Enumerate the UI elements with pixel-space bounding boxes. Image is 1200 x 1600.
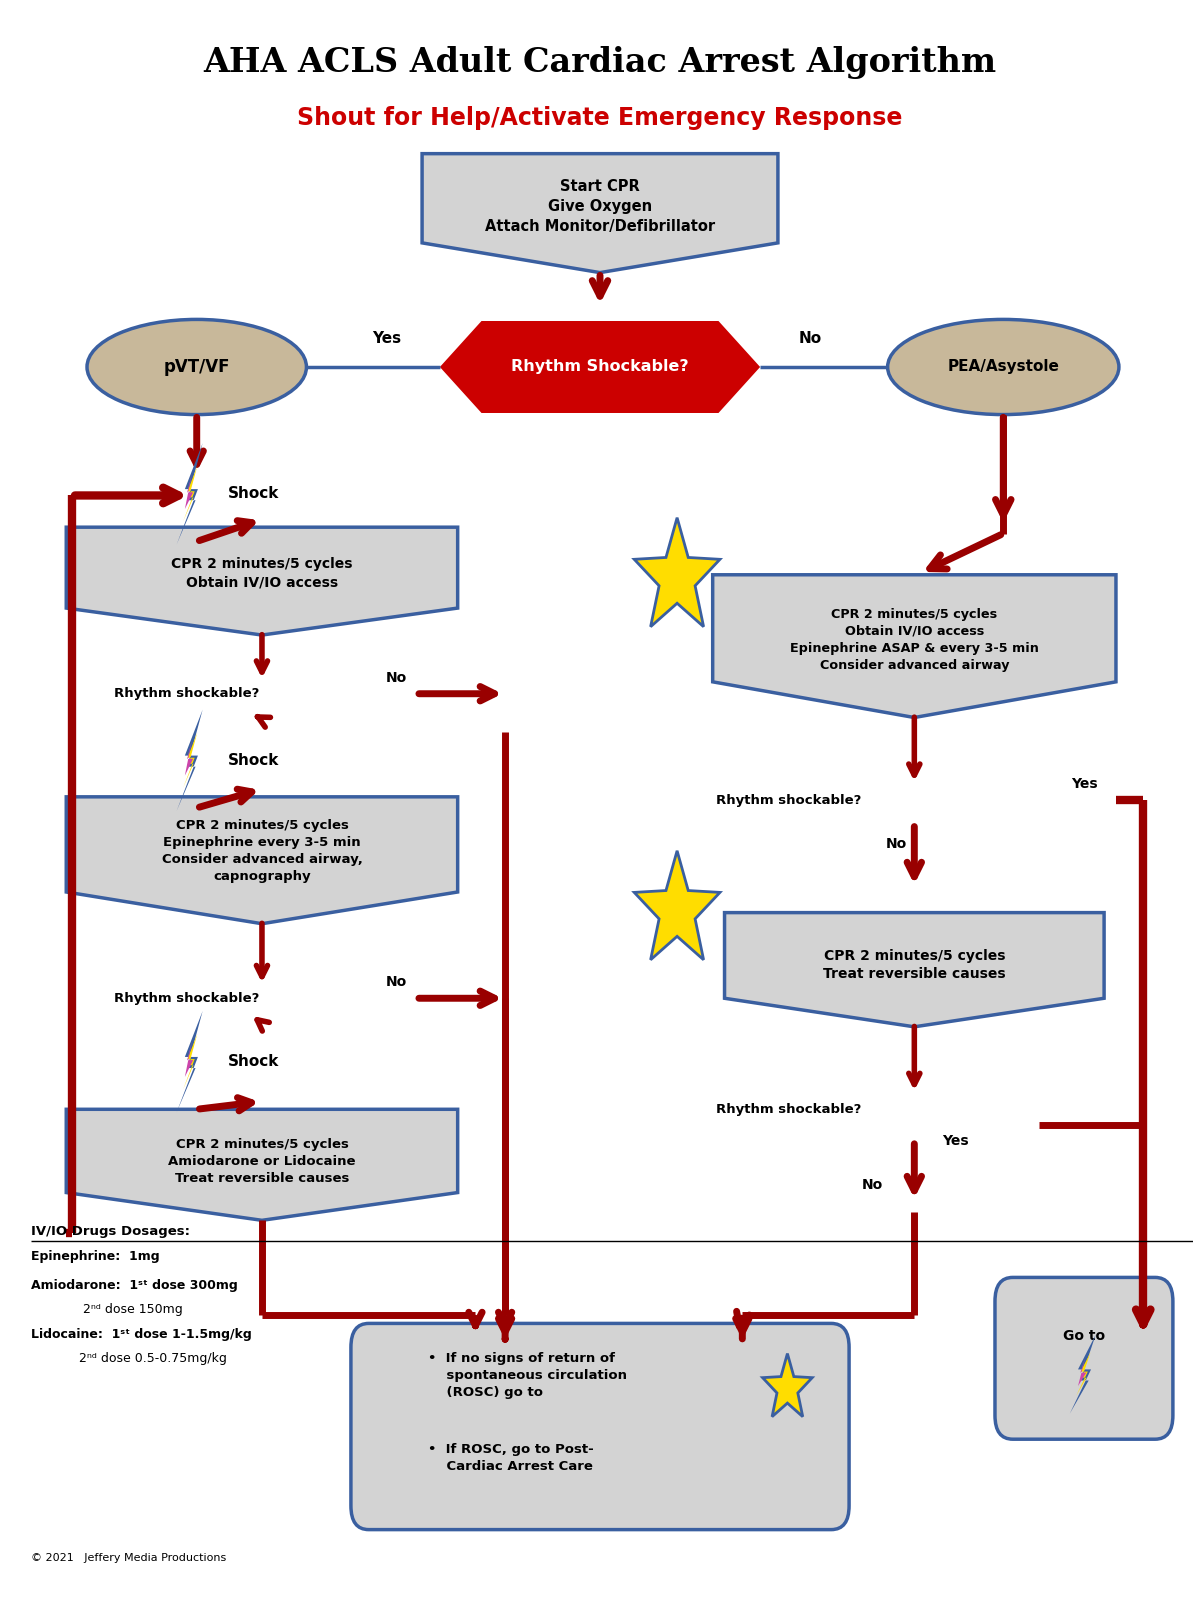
Polygon shape <box>182 733 197 789</box>
Text: CPR 2 minutes/5 cycles
Obtain IV/IO access
Epinephrine ASAP & every 3-5 min
Cons: CPR 2 minutes/5 cycles Obtain IV/IO acce… <box>790 608 1039 672</box>
Text: IV/IO Drugs Dosages:: IV/IO Drugs Dosages: <box>31 1226 190 1238</box>
Polygon shape <box>185 474 193 509</box>
Polygon shape <box>1069 1334 1096 1414</box>
Text: No: No <box>886 837 907 851</box>
Text: Yes: Yes <box>372 331 401 346</box>
Polygon shape <box>725 912 1104 1027</box>
Polygon shape <box>422 154 778 272</box>
Text: © 2021   Jeffery Media Productions: © 2021 Jeffery Media Productions <box>31 1554 226 1563</box>
Polygon shape <box>635 851 720 960</box>
Text: pVT/VF: pVT/VF <box>163 358 230 376</box>
Polygon shape <box>176 709 203 811</box>
Text: Lidocaine:  1ˢᵗ dose 1-1.5mg/kg: Lidocaine: 1ˢᵗ dose 1-1.5mg/kg <box>31 1328 252 1341</box>
Text: CPR 2 minutes/5 cycles
Obtain IV/IO access: CPR 2 minutes/5 cycles Obtain IV/IO acce… <box>172 557 353 589</box>
Text: Go to: Go to <box>1063 1330 1105 1342</box>
Text: No: No <box>385 670 407 685</box>
Polygon shape <box>1076 1352 1091 1395</box>
Polygon shape <box>185 1042 193 1077</box>
Text: Shock: Shock <box>228 754 280 768</box>
Text: Rhythm shockable?: Rhythm shockable? <box>114 688 259 701</box>
Polygon shape <box>182 1034 197 1090</box>
Polygon shape <box>66 526 457 635</box>
Polygon shape <box>176 1011 203 1112</box>
Text: •  If no signs of return of
    spontaneous circulation
    (ROSC) go to: • If no signs of return of spontaneous c… <box>428 1352 628 1400</box>
FancyBboxPatch shape <box>995 1277 1172 1440</box>
Polygon shape <box>176 443 203 544</box>
Text: Start CPR
Give Oxygen
Attach Monitor/Defibrillator: Start CPR Give Oxygen Attach Monitor/Def… <box>485 179 715 234</box>
Polygon shape <box>440 322 760 413</box>
Polygon shape <box>182 466 197 522</box>
Text: Yes: Yes <box>942 1134 970 1149</box>
Polygon shape <box>185 741 193 776</box>
Text: Shout for Help/Activate Emergency Response: Shout for Help/Activate Emergency Respon… <box>298 106 902 130</box>
Text: Rhythm shockable?: Rhythm shockable? <box>716 1102 862 1115</box>
Polygon shape <box>66 1109 457 1221</box>
Text: PEA/Asystole: PEA/Asystole <box>947 360 1060 374</box>
Polygon shape <box>713 574 1116 717</box>
Text: 2ⁿᵈ dose 150mg: 2ⁿᵈ dose 150mg <box>31 1302 182 1315</box>
Polygon shape <box>1078 1358 1086 1386</box>
Ellipse shape <box>88 320 306 414</box>
FancyBboxPatch shape <box>350 1323 850 1530</box>
Text: Shock: Shock <box>228 1054 280 1069</box>
Polygon shape <box>66 797 457 923</box>
Text: Yes: Yes <box>1070 778 1097 790</box>
Text: CPR 2 minutes/5 cycles
Treat reversible causes: CPR 2 minutes/5 cycles Treat reversible … <box>823 949 1006 981</box>
Text: No: No <box>862 1179 883 1192</box>
Text: Rhythm shockable?: Rhythm shockable? <box>716 794 862 806</box>
Polygon shape <box>635 518 720 627</box>
Text: No: No <box>798 331 822 346</box>
Text: Amiodarone:  1ˢᵗ dose 300mg: Amiodarone: 1ˢᵗ dose 300mg <box>31 1278 238 1291</box>
Text: Epinephrine:  1mg: Epinephrine: 1mg <box>31 1250 160 1264</box>
Polygon shape <box>762 1354 812 1416</box>
Text: •  If ROSC, go to Post-
    Cardiac Arrest Care: • If ROSC, go to Post- Cardiac Arrest Ca… <box>428 1443 594 1474</box>
Text: Rhythm Shockable?: Rhythm Shockable? <box>511 360 689 374</box>
Text: Rhythm shockable?: Rhythm shockable? <box>114 992 259 1005</box>
Text: No: No <box>385 976 407 989</box>
Text: CPR 2 minutes/5 cycles
Epinephrine every 3-5 min
Consider advanced airway,
capno: CPR 2 minutes/5 cycles Epinephrine every… <box>162 819 362 883</box>
Text: Shock: Shock <box>228 486 280 501</box>
Text: AHA ACLS Adult Cardiac Arrest Algorithm: AHA ACLS Adult Cardiac Arrest Algorithm <box>204 46 996 78</box>
Text: 2ⁿᵈ dose 0.5-0.75mg/kg: 2ⁿᵈ dose 0.5-0.75mg/kg <box>31 1352 227 1365</box>
Text: CPR 2 minutes/5 cycles
Amiodarone or Lidocaine
Treat reversible causes: CPR 2 minutes/5 cycles Amiodarone or Lid… <box>168 1138 355 1186</box>
Ellipse shape <box>888 320 1118 414</box>
